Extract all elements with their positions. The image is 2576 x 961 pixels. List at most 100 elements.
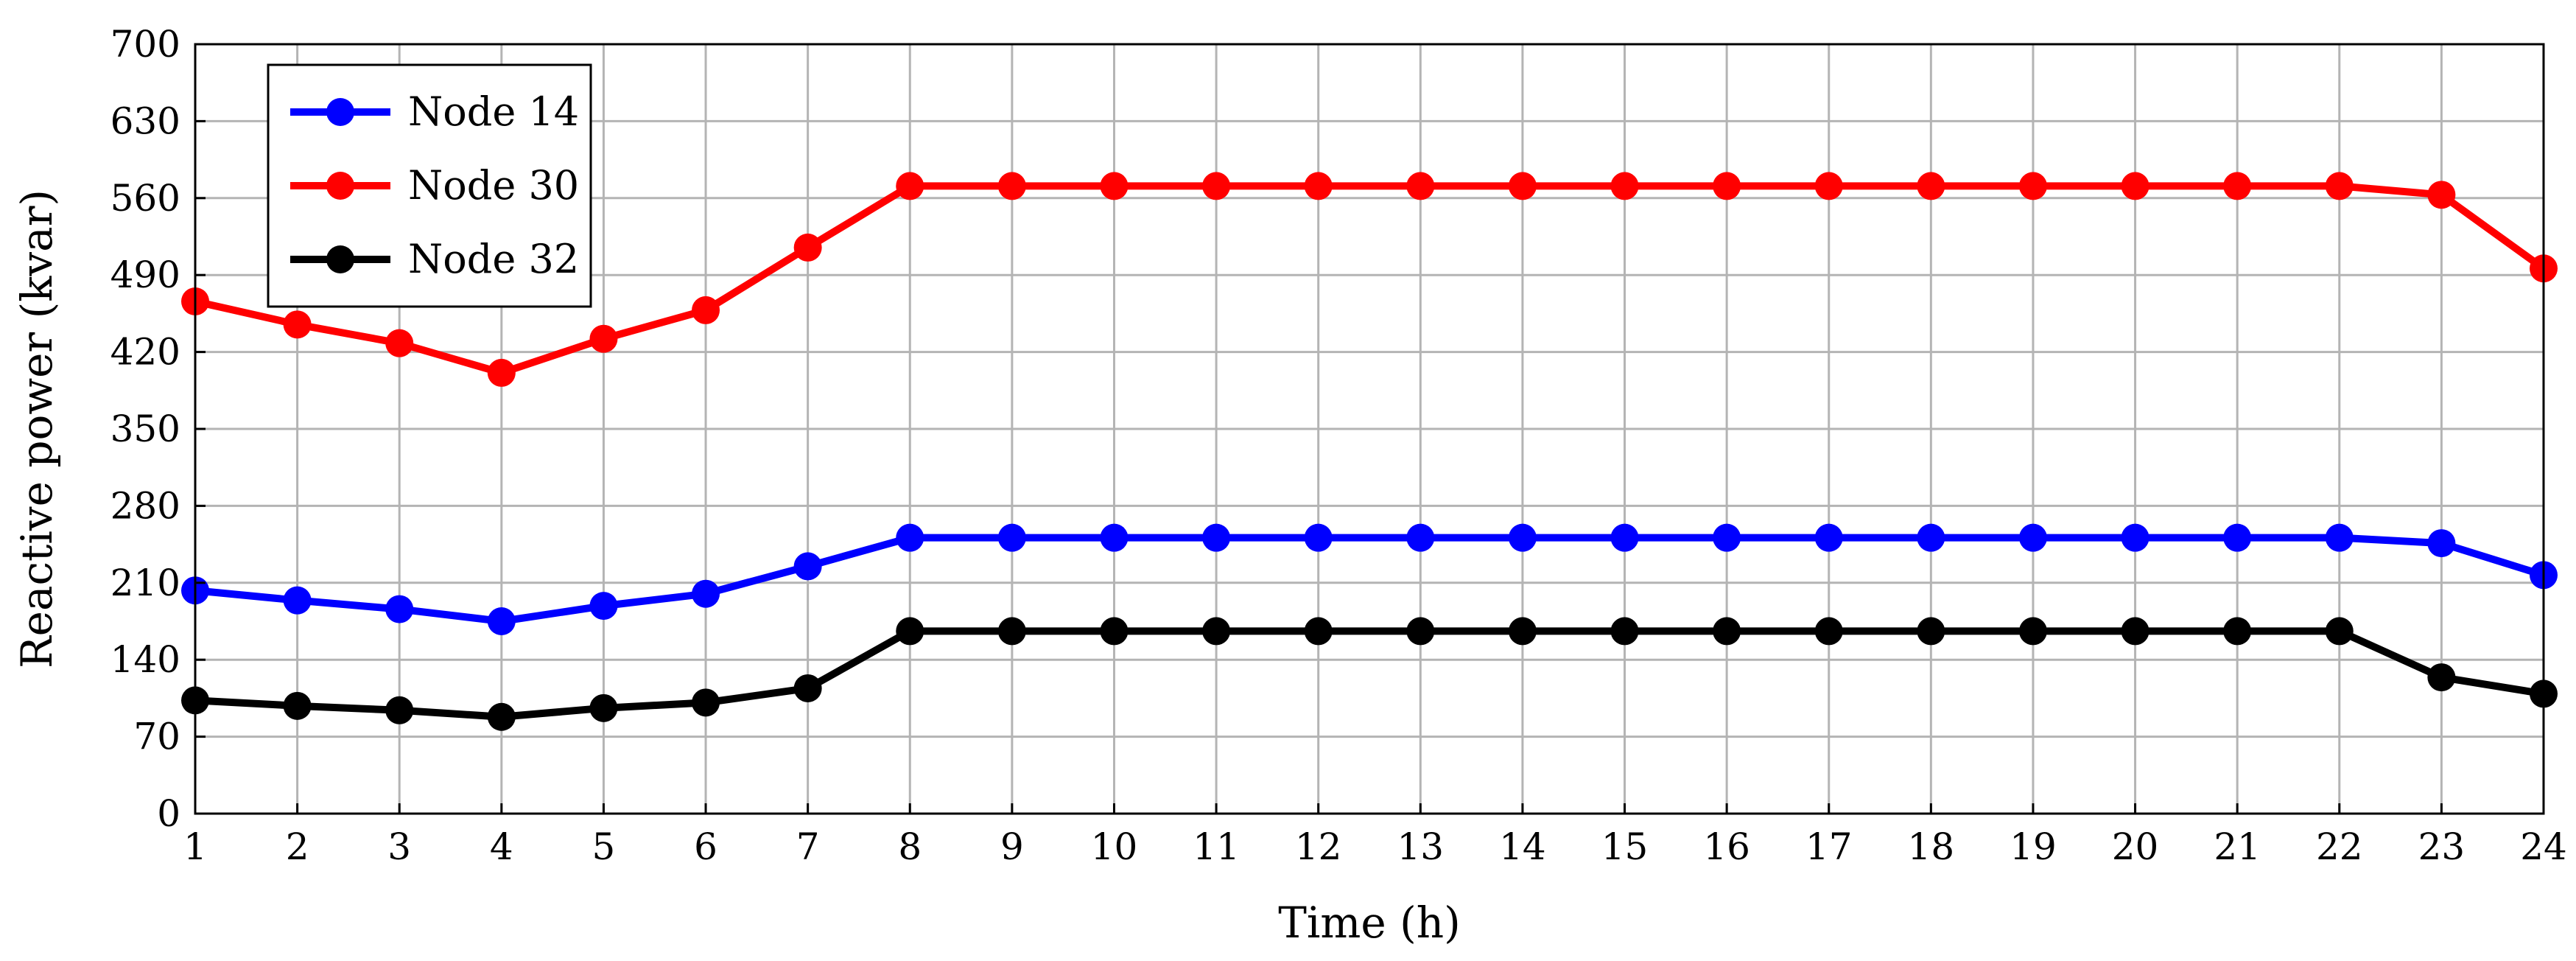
data-point-node-30 [692, 296, 720, 324]
data-point-node-14 [1202, 523, 1231, 552]
data-point-node-14 [793, 552, 822, 581]
data-point-node-14 [1508, 523, 1537, 552]
data-point-node-30 [1508, 172, 1537, 200]
y-tick-label: 560 [110, 177, 180, 220]
data-point-node-32 [2223, 617, 2252, 646]
data-point-node-30 [2018, 172, 2047, 200]
data-point-node-30 [1814, 172, 1843, 200]
data-point-node-14 [1713, 523, 1741, 552]
data-point-node-14 [1917, 523, 1945, 552]
data-point-node-32 [2325, 617, 2354, 646]
data-point-node-32 [1814, 617, 1843, 646]
data-point-node-14 [692, 579, 720, 608]
y-tick-label: 280 [110, 484, 180, 527]
x-tick-label: 16 [1703, 825, 1750, 868]
data-point-node-32 [692, 688, 720, 717]
data-point-node-14 [1610, 523, 1639, 552]
data-point-node-14 [385, 595, 414, 623]
data-point-node-30 [1202, 172, 1231, 200]
data-point-node-14 [1814, 523, 1843, 552]
legend-label-node-14: Node 14 [408, 88, 579, 135]
y-tick-label: 420 [110, 331, 180, 374]
x-tick-label: 6 [694, 825, 717, 868]
y-tick-label: 0 [157, 792, 180, 835]
x-tick-label: 14 [1499, 825, 1546, 868]
x-tick-label: 2 [286, 825, 309, 868]
x-tick-label: 12 [1295, 825, 1342, 868]
data-point-node-14 [2121, 523, 2149, 552]
data-point-node-30 [2121, 172, 2149, 200]
legend-label-node-32: Node 32 [408, 236, 579, 282]
x-tick-label: 23 [2418, 825, 2466, 868]
y-tick-label: 490 [110, 254, 180, 296]
data-point-node-30 [1406, 172, 1435, 200]
data-point-node-30 [589, 324, 618, 353]
data-point-node-32 [997, 617, 1026, 646]
data-point-node-30 [1917, 172, 1945, 200]
data-point-node-32 [1508, 617, 1537, 646]
x-tick-label: 22 [2316, 825, 2363, 868]
data-point-node-32 [2018, 617, 2047, 646]
x-tick-label: 15 [1601, 825, 1649, 868]
data-point-node-14 [589, 592, 618, 621]
data-point-node-14 [2325, 523, 2354, 552]
x-tick-label: 5 [592, 825, 616, 868]
legend: Node 14 Node 30 Node 32 [267, 63, 592, 308]
data-point-node-32 [385, 696, 414, 724]
series-line-node-14 [194, 534, 2545, 625]
data-point-node-14 [2018, 523, 2047, 552]
x-tick-label: 18 [1908, 825, 1955, 868]
x-tick-label: 1 [183, 825, 207, 868]
x-axis-title: Time (h) [1278, 898, 1461, 948]
y-tick-label: 140 [110, 638, 180, 681]
data-point-node-14 [1304, 523, 1333, 552]
data-point-node-32 [2121, 617, 2149, 646]
data-point-node-30 [2223, 172, 2252, 200]
x-tick-label: 24 [2520, 825, 2567, 868]
series-line-node-30 [194, 182, 2546, 377]
data-point-node-14 [2223, 523, 2252, 552]
data-point-node-32 [1610, 617, 1639, 646]
axis-ticks: 1 2 3 4 5 6 7 8 9 10 11 12 13 14 15 16 17 18 19 20 21 22 23 240… [110, 23, 2567, 868]
data-point-node-32 [1917, 617, 1945, 646]
data-point-node-32 [589, 693, 618, 722]
data-point-node-30 [1713, 172, 1741, 200]
y-tick-label: 210 [110, 562, 180, 604]
data-point-node-14 [2427, 529, 2456, 558]
legend-swatch-marker-node-14 [326, 98, 354, 126]
data-point-node-30 [1610, 172, 1639, 200]
data-point-node-30 [1100, 172, 1129, 200]
data-point-node-32 [2427, 663, 2456, 692]
data-point-node-30 [896, 172, 924, 200]
data-point-node-32 [1202, 617, 1231, 646]
data-point-node-14 [487, 607, 516, 635]
data-point-node-14 [997, 523, 1026, 552]
x-tick-label: 9 [1000, 825, 1024, 868]
x-tick-label: 13 [1397, 825, 1444, 868]
data-point-node-32 [1100, 617, 1129, 646]
x-tick-label: 11 [1193, 825, 1240, 868]
data-point-node-30 [283, 310, 312, 339]
data-point-node-32 [896, 617, 924, 646]
x-tick-label: 21 [2214, 825, 2261, 868]
x-tick-label: 20 [2112, 825, 2159, 868]
data-point-node-14 [283, 586, 312, 615]
x-tick-label: 10 [1091, 825, 1138, 868]
data-point-node-30 [385, 329, 414, 357]
data-point-node-30 [2325, 172, 2354, 200]
data-point-node-30 [2427, 181, 2456, 209]
data-point-node-32 [793, 674, 822, 702]
y-axis-title: Reactive power (kvar) [12, 189, 62, 668]
data-point-node-14 [1100, 523, 1129, 552]
data-point-node-30 [793, 233, 822, 262]
y-tick-label: 70 [133, 716, 180, 758]
data-point-node-32 [1304, 617, 1333, 646]
data-point-node-32 [487, 702, 516, 731]
legend-swatch-marker-node-30 [326, 172, 354, 200]
series-line-node-32 [194, 627, 2544, 721]
y-tick-label: 350 [110, 408, 180, 450]
data-point-node-14 [1406, 523, 1435, 552]
data-point-node-14 [896, 523, 924, 552]
data-point-node-30 [1304, 172, 1333, 200]
